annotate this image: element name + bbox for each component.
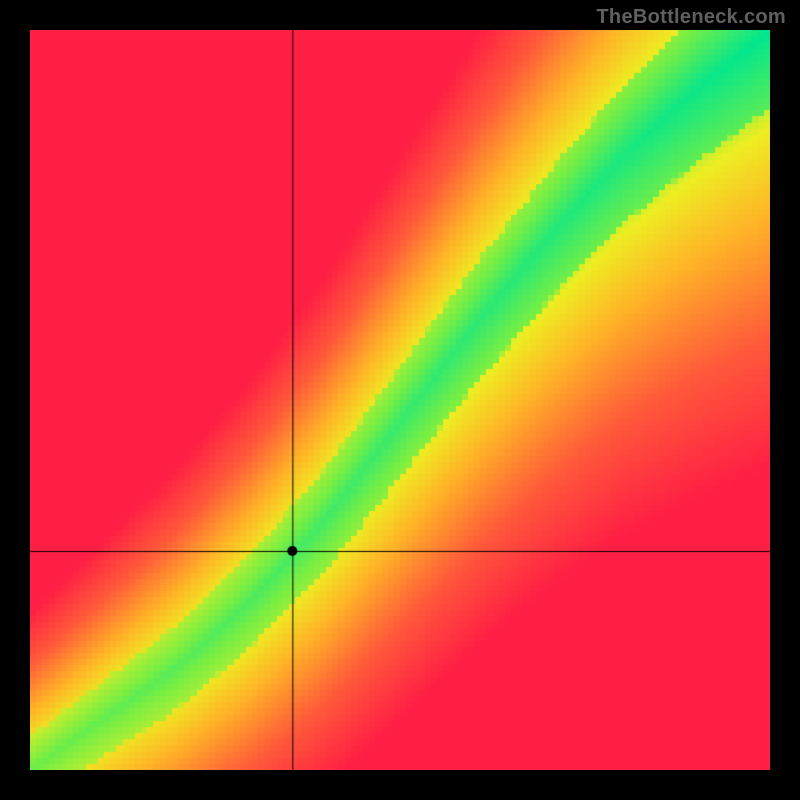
chart-container: TheBottleneck.com — [0, 0, 800, 800]
plot-area — [30, 30, 770, 770]
heatmap-canvas — [30, 30, 770, 770]
watermark-text: TheBottleneck.com — [596, 6, 786, 29]
